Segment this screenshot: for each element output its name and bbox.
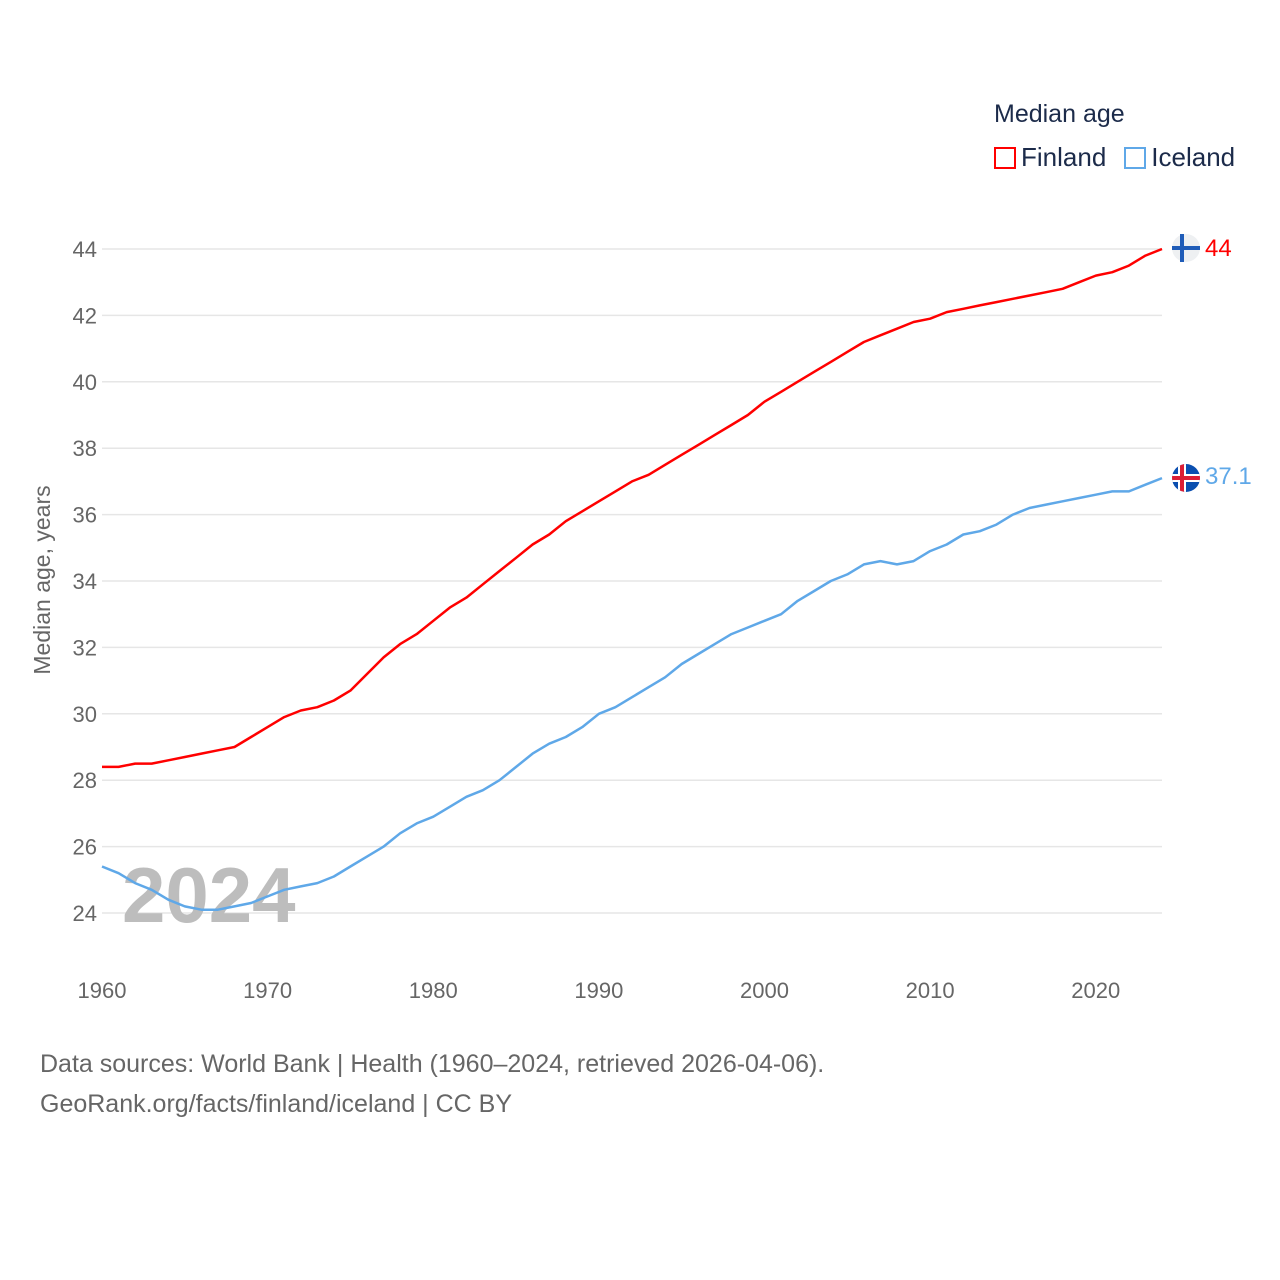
y-axis: 24 26 28 30 32 34 36 38 40 42 44: [73, 237, 97, 926]
x-axis: 1960 1970 1980 1990 2000 2010 2020: [78, 978, 1121, 1003]
gridlines: [102, 248, 1162, 914]
legend-swatch-finland: [994, 146, 1016, 169]
data-source-note: Data sources: World Bank | Health (1960–…: [40, 1050, 825, 1078]
series-line-finland: [102, 247, 1163, 769]
legend-swatch-iceland: [1124, 146, 1147, 169]
legend-label: Iceland: [1151, 142, 1236, 172]
y-tick-label: 42: [73, 303, 97, 328]
finland-end-label: 44: [1205, 235, 1232, 262]
legend-item-finland[interactable]: Finland: [994, 142, 1106, 173]
series-line-iceland: [101, 476, 1163, 911]
legend-item-iceland[interactable]: Iceland: [1124, 142, 1235, 173]
legend-title: Median age: [994, 100, 1125, 128]
y-tick-label: 32: [73, 635, 97, 660]
y-tick-label: 36: [73, 503, 97, 528]
y-tick-label: 24: [73, 901, 97, 926]
y-tick-label: 34: [73, 569, 97, 594]
footer: Data sources: World Bank | Health (1960–…: [40, 1044, 824, 1124]
series-lines: [101, 247, 1163, 911]
y-tick-label: 28: [73, 768, 97, 793]
y-tick-label: 26: [73, 835, 97, 860]
attribution-link[interactable]: GeoRank.org/facts/finland/iceland | CC B…: [40, 1090, 513, 1118]
x-tick-label: 2000: [740, 978, 789, 1003]
x-tick-label: 2010: [906, 978, 955, 1003]
x-tick-label: 1980: [409, 978, 458, 1003]
legend-label: Finland: [1021, 142, 1107, 172]
y-tick-label: 38: [73, 436, 97, 461]
x-tick-label: 1990: [574, 978, 623, 1003]
y-tick-label: 44: [73, 237, 97, 262]
y-axis-label: Median age, years: [29, 485, 55, 674]
finland-flag-icon: [1172, 234, 1200, 262]
iceland-end-label: 37.1: [1205, 463, 1252, 490]
iceland-flag-icon: [1172, 464, 1200, 492]
y-tick-label: 30: [73, 702, 97, 727]
legend: Finland Iceland: [994, 142, 1235, 173]
x-tick-label: 1960: [78, 978, 127, 1003]
watermark-year: 2024: [122, 851, 296, 939]
x-tick-label: 2020: [1071, 978, 1120, 1003]
x-tick-label: 1970: [243, 978, 292, 1003]
y-tick-label: 40: [73, 370, 97, 395]
